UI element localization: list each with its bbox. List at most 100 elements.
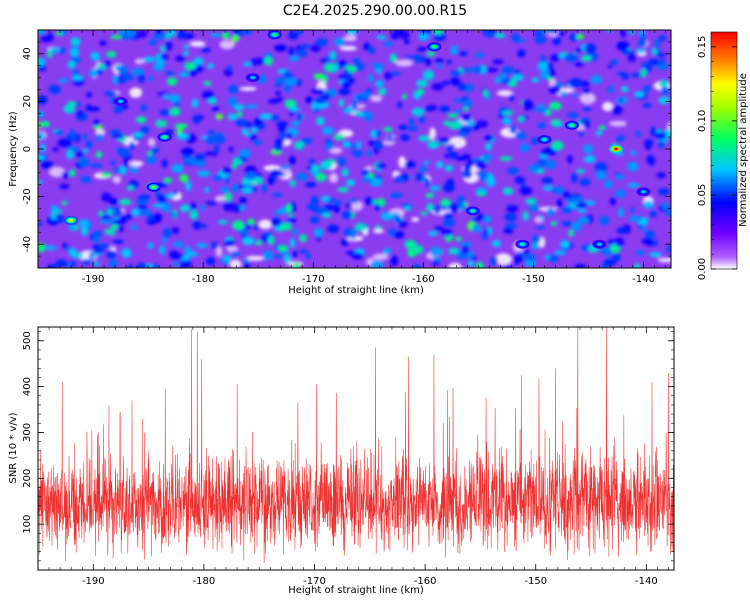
heatmap-blob xyxy=(232,30,242,34)
colorbar-label: Normalized spectral amplitude xyxy=(738,73,749,227)
heatmap-blob xyxy=(56,260,69,268)
heatmap-blob xyxy=(629,150,638,156)
heatmap-blob xyxy=(211,106,220,112)
heatmap-blob xyxy=(320,58,329,64)
heatmap-blob xyxy=(47,263,58,268)
heatmap-blob xyxy=(71,75,84,81)
heatmap-blob xyxy=(52,146,59,152)
heatmap-blob xyxy=(70,37,81,47)
heatmap-blob xyxy=(123,158,129,169)
heatmap-blob xyxy=(101,192,112,202)
heatmap-blob xyxy=(211,241,218,250)
heatmap-blob xyxy=(522,211,529,222)
heatmap-blob xyxy=(584,43,597,54)
heatmap-blob xyxy=(354,62,365,71)
heatmap-blob xyxy=(641,238,653,245)
heatmap-blob xyxy=(81,226,88,236)
y-tick-label: 20 xyxy=(22,95,33,108)
heatmap-blob xyxy=(417,33,430,41)
heatmap-blob xyxy=(554,185,564,195)
heatmap-blob xyxy=(112,133,124,139)
heatmap-blob xyxy=(38,242,46,253)
heatmap-blob xyxy=(113,105,124,114)
heatmap-blob xyxy=(139,126,150,134)
heatmap-blob xyxy=(472,124,480,131)
y-tick-label: -40 xyxy=(22,236,33,252)
y-tick-label: 0 xyxy=(22,146,33,152)
heatmap-blob xyxy=(301,137,313,144)
y-tick-label: 400 xyxy=(22,377,33,396)
heatmap-blob xyxy=(550,221,558,227)
heatmap-blob xyxy=(590,75,603,84)
heatmap-blob xyxy=(224,192,233,202)
heatmap-blob xyxy=(247,218,256,225)
heatmap-blob xyxy=(151,147,160,155)
heatmap-blob xyxy=(616,41,630,51)
heatmap-blob xyxy=(106,209,114,216)
heatmap-blob xyxy=(411,107,425,117)
heatmap-blob xyxy=(287,216,297,224)
heatmap-blob xyxy=(267,175,275,186)
heatmap-blob xyxy=(448,203,460,213)
x-tick-label: -160 xyxy=(414,576,437,587)
heatmap-blob xyxy=(347,65,357,73)
heatmap-blob xyxy=(476,191,486,197)
heatmap-blob xyxy=(207,63,214,69)
heatmap-blob xyxy=(205,257,216,266)
heatmap-blob xyxy=(454,108,463,114)
heatmap-blob xyxy=(475,159,487,170)
heatmap-blob xyxy=(382,41,394,47)
heatmap-blob xyxy=(519,143,530,153)
heatmap-blob xyxy=(69,169,76,177)
x-tick-label: -160 xyxy=(412,274,435,285)
heatmap-blob xyxy=(360,91,372,99)
heatmap-blob xyxy=(382,248,392,255)
heatmap-blob xyxy=(75,110,85,118)
heatmap-blob xyxy=(461,154,472,160)
heatmap-blob xyxy=(227,113,238,120)
heatmap-blob xyxy=(475,261,484,268)
heatmap-blob xyxy=(274,142,283,152)
heatmap-blob xyxy=(69,129,76,139)
heatmap-blob xyxy=(394,216,402,223)
heatmap-blob xyxy=(561,220,573,227)
heatmap-blob xyxy=(419,165,427,173)
heatmap-blob xyxy=(423,70,434,80)
heatmap-blob xyxy=(570,173,578,184)
heatmap-blob xyxy=(561,206,573,214)
heatmap-blob xyxy=(235,119,249,127)
heatmap-blob xyxy=(61,30,67,36)
x-tick-label: -190 xyxy=(82,576,105,587)
heatmap-blob xyxy=(153,213,163,223)
heatmap-blob xyxy=(640,226,647,232)
heatmap-blob xyxy=(104,60,111,68)
heatmap-blob xyxy=(484,135,495,142)
heatmap-blob xyxy=(630,206,636,213)
heatmap-blob xyxy=(458,202,466,211)
heatmap-blob xyxy=(393,30,405,34)
heatmap-blob xyxy=(455,236,462,242)
heatmap-blob xyxy=(38,221,44,226)
heatmap-blob xyxy=(612,252,621,262)
heatmap-blob xyxy=(650,126,657,137)
heatmap-blob xyxy=(189,209,199,220)
heatmap-blobs xyxy=(38,30,671,268)
heatmap-blob xyxy=(627,182,640,188)
heatmap-blob xyxy=(396,176,404,183)
heatmap-blob xyxy=(225,201,236,212)
heatmap-gap xyxy=(49,166,66,178)
heatmap-blob xyxy=(327,204,338,211)
heatmap-blob xyxy=(306,203,318,211)
heatmap-blob xyxy=(61,200,68,206)
heatmap-blob xyxy=(148,75,154,82)
heatmap-blob xyxy=(254,117,262,127)
heatmap-blob xyxy=(328,198,336,204)
heatmap-blob xyxy=(277,245,289,252)
heatmap-blob xyxy=(362,176,374,183)
heatmap-blob xyxy=(292,250,298,258)
heatmap-blob xyxy=(118,149,131,158)
heatmap-blob xyxy=(110,35,123,40)
heatmap-blob xyxy=(171,253,184,260)
heatmap-blob xyxy=(289,156,296,165)
heatmap-blob xyxy=(514,257,520,265)
